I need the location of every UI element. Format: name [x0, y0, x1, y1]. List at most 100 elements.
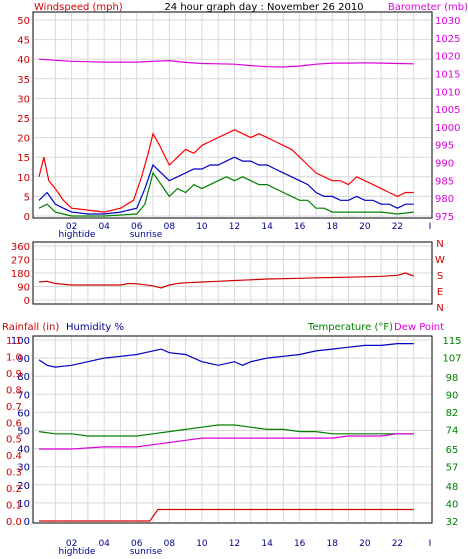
humidity-y-tick-label: 20	[17, 481, 30, 492]
x-tick-label-top: 22	[392, 222, 403, 232]
temperature-y-tick-label: 115	[442, 336, 461, 347]
series-humidity	[38, 343, 414, 368]
rainfall-axis-label: Rainfall (in)	[2, 322, 59, 333]
barometer-y-tick-label: 1020	[435, 52, 460, 63]
wind-y-tick-label: 30	[17, 94, 30, 105]
humidity-y-tick-label: 50	[17, 427, 30, 438]
rain-y-tick-label: 0.4	[6, 451, 22, 462]
compass-label: E	[437, 287, 443, 298]
compass-label: N	[436, 303, 443, 314]
wind-y-tick-label: 20	[17, 134, 30, 145]
hightide-label-top: hightide	[59, 230, 96, 240]
temperature-axis-label: Temperature (°F)	[307, 322, 393, 333]
rain-y-tick-label: 0.9	[6, 369, 22, 380]
wind-y-tick-label: 35	[17, 75, 30, 86]
compass-label: N	[436, 239, 443, 250]
rain-y-tick-label: 0.0	[6, 517, 22, 528]
wind-y-tick-label: 25	[17, 114, 30, 125]
wind-y-tick-label: 40	[17, 55, 30, 66]
temperature-y-tick-label: 40	[446, 500, 459, 511]
sunrise-label-top: sunrise	[130, 230, 163, 240]
x-tick-label-top: 02	[66, 222, 77, 232]
humidity-y-tick-label: 30	[17, 463, 30, 474]
x-tick-label-bottom: 20	[359, 539, 371, 549]
barometer-y-tick-label: 975	[435, 212, 454, 223]
barometer-y-tick-label: 995	[435, 141, 454, 152]
x-tick-label-bottom: 18	[327, 539, 339, 549]
series-green_wind	[38, 171, 414, 217]
series-direction	[38, 272, 414, 289]
wind-y-tick-label: 15	[17, 153, 30, 164]
x-tick-label-bottom: I	[429, 539, 432, 549]
x-tick-label-top: 16	[294, 222, 306, 232]
barometer-y-tick-label: 1000	[435, 123, 460, 134]
humidity-y-tick-label: 40	[17, 445, 30, 456]
humidity-y-tick-label: 80	[17, 372, 30, 383]
barometer-y-tick-label: 1015	[435, 69, 460, 80]
wind-panel	[32, 11, 433, 219]
direction-y-tick-label: 270	[11, 256, 30, 267]
rain-y-tick-label: 0.2	[6, 484, 22, 495]
x-tick-label-bottom: 06	[131, 539, 143, 549]
axis-labels: 0202040406060808101012121414161618182020…	[6, 16, 462, 549]
barometer-axis-label: Barometer (mb)	[388, 2, 468, 13]
rain-y-tick-label: 0.6	[6, 418, 22, 429]
humidity-y-tick-label: 10	[17, 499, 30, 510]
temperature-y-tick-label: 48	[446, 482, 459, 493]
rain-y-tick-label: 0.8	[6, 385, 22, 396]
barometer-y-tick-label: 1010	[435, 87, 460, 98]
x-tick-label-top: 20	[359, 222, 371, 232]
direction-y-tick-label: 90	[17, 283, 30, 294]
series-dewpoint	[39, 433, 414, 450]
compass-label: S	[437, 271, 443, 282]
temperature-y-tick-label: 82	[446, 408, 459, 419]
wind-y-tick-label: 0	[24, 212, 30, 223]
x-tick-label-bottom: 04	[98, 539, 110, 549]
rain-y-tick-label: 0.1	[6, 501, 22, 512]
barometer-y-tick-label: 1030	[435, 16, 460, 27]
series-rain	[39, 508, 414, 522]
direction-y-tick-label: 180	[11, 269, 30, 280]
barometer-y-tick-label: 1005	[435, 105, 460, 116]
x-tick-label-top: I	[429, 222, 432, 232]
humidity-y-tick-label: 0	[24, 517, 30, 528]
direction-y-tick-label: 0	[24, 296, 30, 307]
x-tick-label-bottom: 10	[196, 539, 208, 549]
windspeed-axis-label: Windspeed (mph)	[34, 2, 123, 13]
barometer-y-tick-label: 1025	[435, 34, 460, 45]
series-gust	[38, 129, 414, 213]
temperature-y-tick-label: 74	[446, 425, 459, 436]
temperature-y-tick-label: 32	[446, 517, 459, 528]
chart-title: 24 hour graph day : November 26 2010	[164, 2, 363, 13]
x-tick-label-top: 08	[164, 222, 176, 232]
climate-panel	[32, 335, 433, 524]
x-tick-label-bottom: 02	[66, 539, 77, 549]
barometer-y-tick-label: 980	[435, 194, 454, 205]
wind-y-tick-label: 5	[24, 192, 30, 203]
rain-y-tick-label: 1.0	[6, 352, 22, 363]
series-avg_wind	[38, 156, 414, 215]
temperature-y-tick-label: 65	[446, 445, 459, 456]
humidity-y-tick-label: 90	[17, 354, 30, 365]
rain-y-tick-label: 0.7	[6, 402, 22, 413]
rain-y-tick-label: 0.3	[6, 468, 22, 479]
x-tick-label-bottom: 08	[164, 539, 176, 549]
humidity-y-tick-label: 60	[17, 408, 30, 419]
barometer-y-tick-label: 985	[435, 176, 454, 187]
x-tick-label-bottom: 12	[229, 539, 240, 549]
temperature-y-tick-label: 107	[442, 353, 461, 364]
x-tick-label-top: 12	[229, 222, 240, 232]
barometer-y-tick-label: 990	[435, 159, 454, 170]
x-tick-label-bottom: 16	[294, 539, 306, 549]
sunrise-label-bottom: sunrise	[130, 547, 163, 557]
temperature-y-tick-label: 98	[446, 373, 459, 384]
dewpoint-axis-label: Dew Point	[394, 322, 444, 333]
x-tick-label-bottom: 22	[392, 539, 403, 549]
rain-y-tick-label: 0.5	[6, 435, 22, 446]
x-tick-label-top: 14	[261, 222, 273, 232]
data-series	[38, 58, 414, 522]
humidity-axis-label: Humidity %	[66, 322, 124, 333]
compass-label: W	[435, 255, 445, 266]
x-tick-label-bottom: 14	[261, 539, 273, 549]
